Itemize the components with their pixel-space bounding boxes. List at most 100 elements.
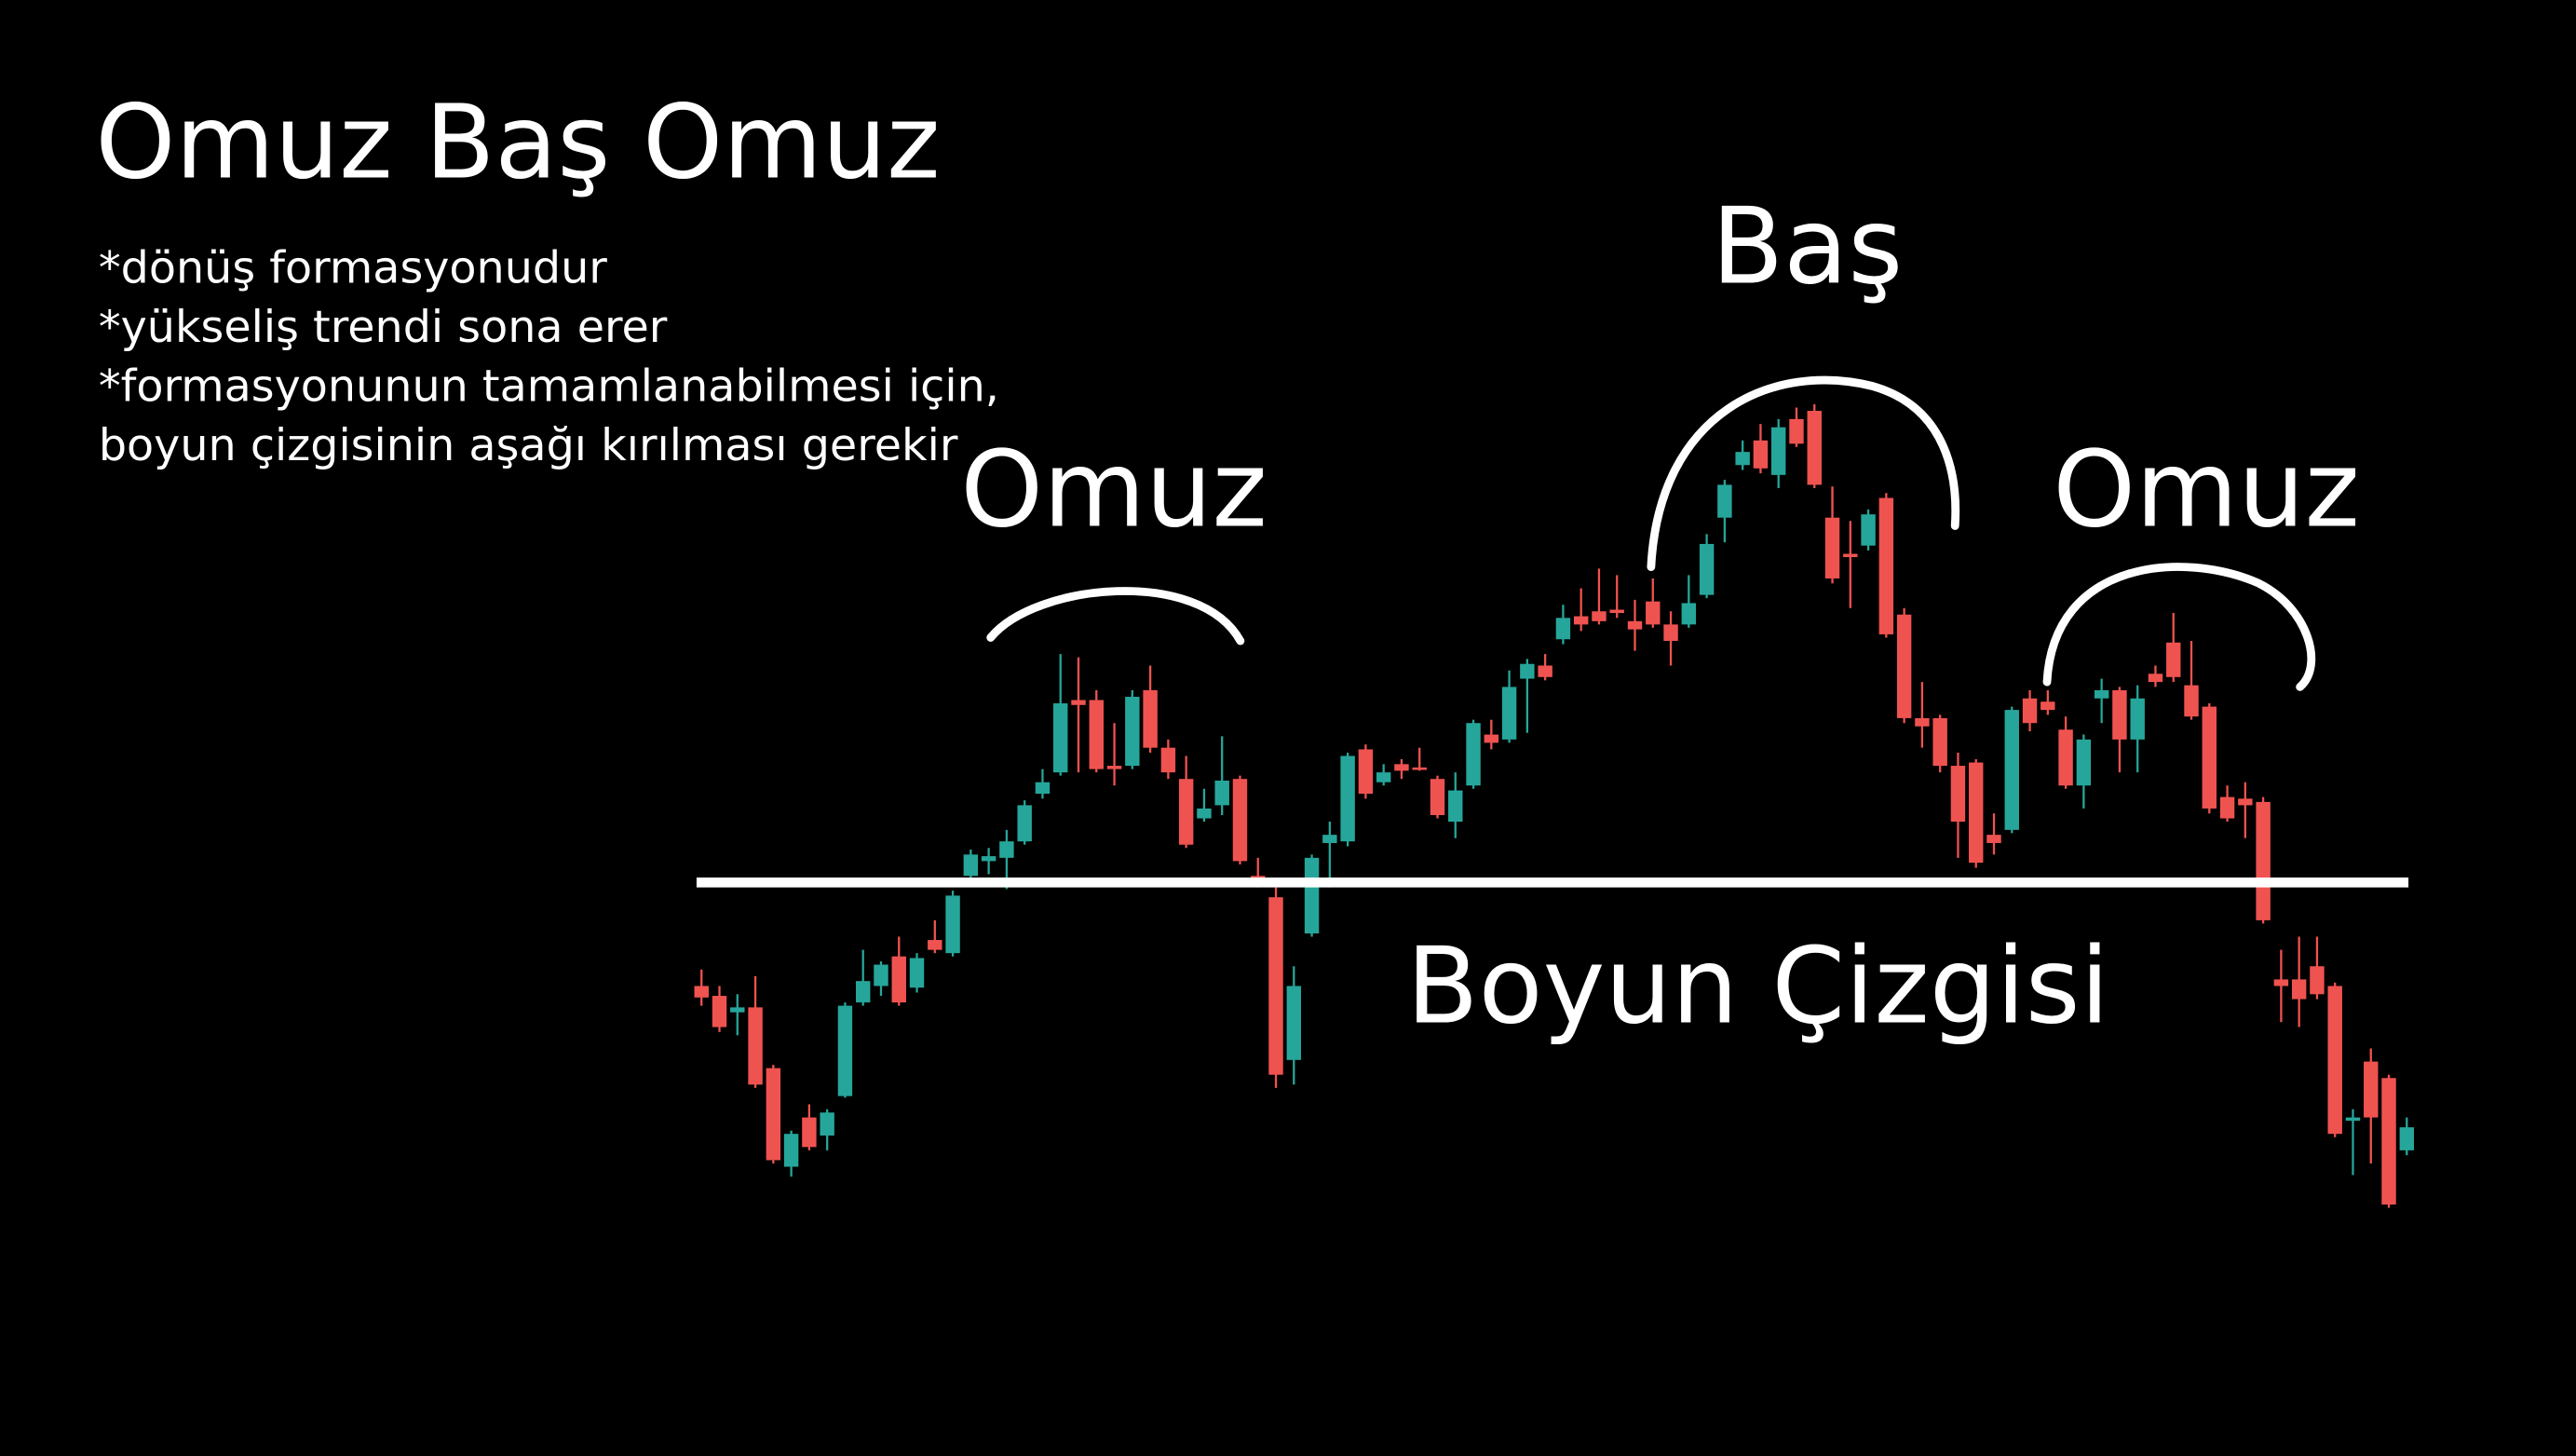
candle-body	[694, 986, 709, 998]
head-arc	[1647, 375, 1960, 572]
candle-body	[981, 856, 997, 862]
candle-body	[1017, 805, 1032, 842]
candle-body	[1915, 717, 1930, 727]
candle-body	[1950, 766, 1966, 823]
candle-body	[1232, 779, 1248, 862]
candle-body	[1896, 614, 1912, 718]
candle-body	[2184, 685, 2199, 717]
note: *formasyonunun tamamlanabilmesi için,	[99, 361, 999, 412]
candle-body	[1573, 616, 1589, 625]
candle-body	[2166, 642, 2181, 677]
candle-body	[1484, 734, 1499, 743]
candle-body	[1448, 790, 1463, 823]
candle-body	[1340, 755, 1355, 842]
candle-body	[1394, 764, 1409, 771]
candle-body	[1178, 779, 1194, 845]
candle-body	[2022, 698, 2038, 724]
candle-body	[1717, 484, 1732, 518]
candle-body	[1106, 766, 1122, 769]
candle-body	[2219, 796, 2235, 819]
candle-body	[1878, 497, 1894, 634]
candle-body	[783, 1134, 799, 1167]
candle-body	[2256, 801, 2271, 920]
candle-body	[856, 981, 871, 1003]
candle-body	[1735, 452, 1750, 466]
candle-body	[1035, 782, 1051, 795]
candle-body	[2148, 674, 2163, 683]
candle-body	[1843, 553, 1858, 558]
candle-body	[2273, 979, 2289, 987]
candle-body	[2364, 1061, 2379, 1118]
candle-body	[928, 940, 942, 950]
candle-body	[945, 895, 960, 954]
candle-body	[909, 958, 925, 988]
candle-body	[2310, 966, 2325, 995]
shoulder-arc	[2042, 563, 2316, 691]
candle-body	[1214, 780, 1229, 806]
candle-body	[2130, 698, 2145, 740]
candle-body	[1143, 689, 1158, 748]
candle-body	[1555, 618, 1571, 640]
candle-body	[1286, 986, 1302, 1060]
candle-body	[1609, 609, 1624, 614]
candle-body	[1089, 700, 1104, 769]
title: Omuz Baş Omuz	[95, 83, 940, 202]
candle-body	[1681, 603, 1697, 625]
candle-body	[748, 1007, 763, 1085]
candles	[694, 403, 2415, 1208]
candle-body	[1501, 687, 1517, 740]
candle-body	[1592, 611, 1607, 621]
candle-body	[802, 1117, 817, 1148]
candle-body	[2202, 706, 2217, 809]
candle-body	[874, 964, 888, 987]
candle-body	[2112, 689, 2127, 740]
candle-body	[1125, 696, 1140, 767]
candle-body	[1932, 717, 1947, 767]
candle-body	[963, 854, 979, 877]
candle-body	[1304, 857, 1320, 934]
candle-body	[2327, 986, 2342, 1135]
candle-body	[2004, 710, 2019, 830]
candle-body	[1627, 620, 1643, 630]
candle-body	[1770, 427, 1786, 475]
neckline-label: Boyun Çizgisi	[1406, 924, 2109, 1047]
head-label: Baş	[1712, 184, 1903, 307]
candle-body	[1807, 411, 1822, 485]
candle-body	[2058, 729, 2073, 786]
candle-body	[712, 996, 727, 1027]
shoulder-arc	[986, 587, 1245, 646]
candle-body	[1160, 747, 1176, 773]
candle-body	[891, 956, 906, 1003]
candle-body	[1986, 835, 2001, 843]
candle-body	[1412, 767, 1427, 770]
candle-body	[1071, 700, 1086, 705]
candle-body	[2345, 1117, 2361, 1122]
candle-body	[2399, 1127, 2415, 1150]
candle-body	[1322, 835, 1337, 843]
candle-body	[2076, 739, 2092, 786]
candle-body	[1053, 703, 1068, 773]
candle-body	[1789, 418, 1804, 444]
candle-body	[730, 1007, 745, 1013]
candle-body	[1197, 808, 1212, 819]
candle-body	[1753, 440, 1769, 469]
candle-body	[1358, 749, 1374, 795]
candle-body	[1466, 723, 1481, 786]
note: *dönüş formasyonudur	[99, 242, 607, 293]
candle-body	[1646, 601, 1661, 625]
candle-body	[1663, 624, 1678, 642]
candle-body	[766, 1068, 781, 1161]
candle-body	[2094, 689, 2109, 699]
candle-body	[1969, 762, 1984, 864]
candle-body	[2381, 1078, 2396, 1205]
candle-body	[1268, 897, 1283, 1075]
candle-body	[2238, 798, 2253, 806]
candle-body	[1824, 517, 1840, 578]
note: *yükseliş trendi sona erer	[99, 302, 668, 353]
left-shoulder-label: Omuz	[960, 429, 1268, 551]
candle-body	[999, 841, 1014, 858]
candle-body	[837, 1005, 853, 1096]
candle-body	[2291, 979, 2307, 1000]
candle-body	[1430, 779, 1445, 815]
